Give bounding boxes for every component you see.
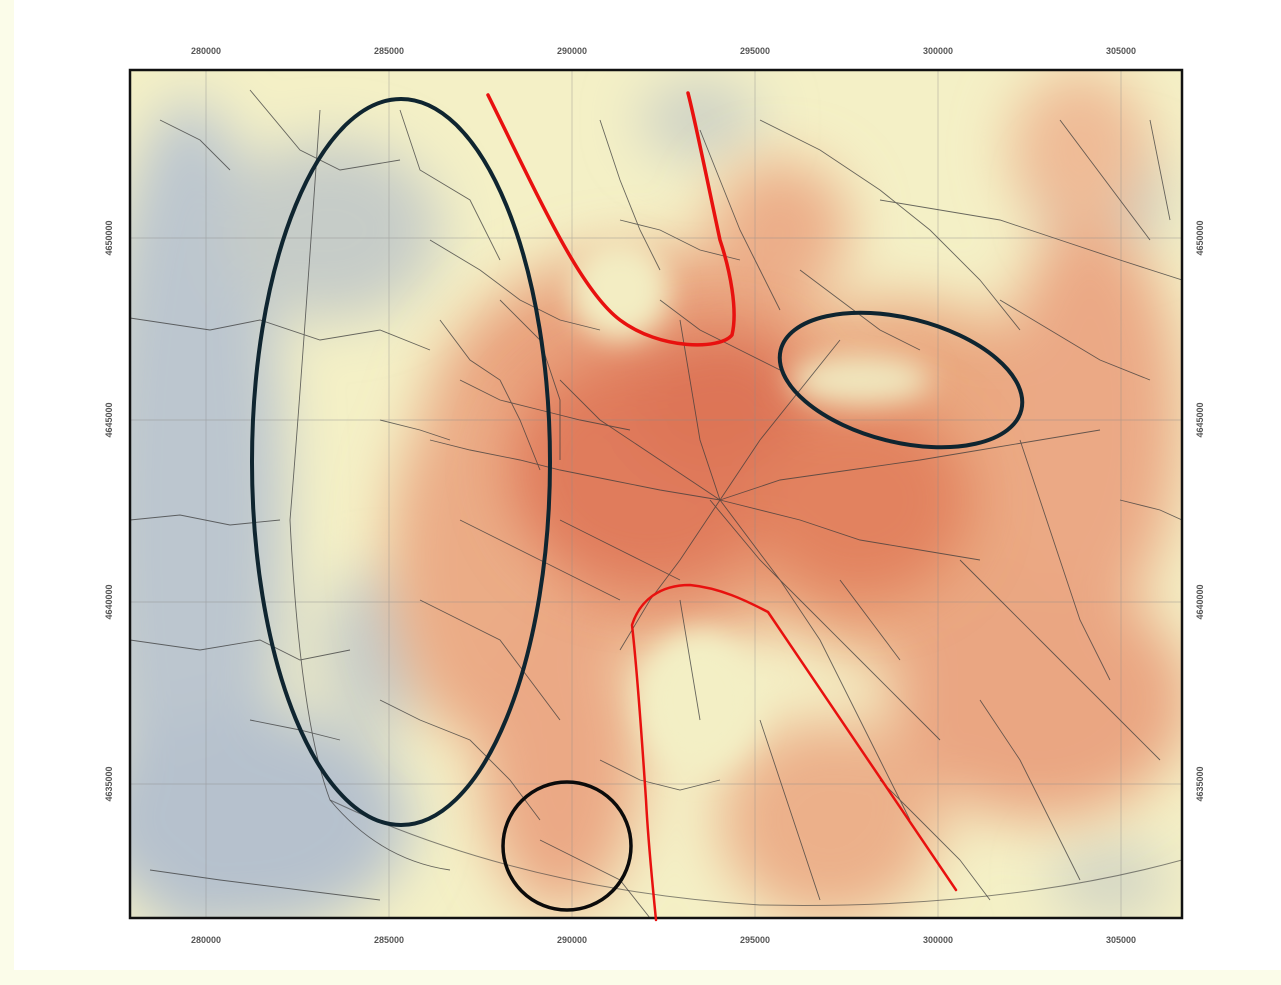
x-tick-bottom: 285000 (374, 935, 404, 945)
heat-surface (130, 70, 1182, 918)
x-tick-top: 305000 (1106, 46, 1136, 56)
boundary-network (130, 89, 1182, 918)
x-tick-top: 295000 (740, 46, 770, 56)
annotation-ellipse-west (250, 97, 552, 827)
ring-road (329, 799, 1182, 906)
hot-zones (510, 330, 970, 600)
x-tick-top: 285000 (374, 46, 404, 56)
y-tick-right: 4645000 (1195, 402, 1205, 437)
annotation-red-curve-north (486, 91, 736, 347)
x-axis-bottom: 280000 285000 290000 295000 300000 30500… (191, 935, 1136, 945)
y-axis-right: 4650000 4645000 4640000 4635000 (1195, 220, 1205, 801)
x-tick-top: 290000 (557, 46, 587, 56)
x-tick-bottom: 290000 (557, 935, 587, 945)
annotation-circle-south (501, 780, 633, 912)
annotations (250, 91, 1025, 922)
y-axis-left: 4650000 4645000 4640000 4635000 (104, 220, 114, 801)
cool-corridors (570, 240, 930, 770)
y-tick-right: 4650000 (1195, 220, 1205, 255)
x-tick-bottom: 295000 (740, 935, 770, 945)
annotation-red-curve-south (630, 583, 958, 922)
y-tick-right: 4640000 (1195, 584, 1205, 619)
annotation-ellipse-northeast (777, 310, 1025, 450)
x-tick-top: 280000 (191, 46, 221, 56)
x-tick-bottom: 280000 (191, 935, 221, 945)
y-tick-left: 4645000 (104, 402, 114, 437)
grid-lines (130, 70, 1182, 918)
y-tick-left: 4635000 (104, 766, 114, 801)
x-tick-bottom: 300000 (923, 935, 953, 945)
x-tick-bottom: 305000 (1106, 935, 1136, 945)
y-tick-left: 4650000 (104, 220, 114, 255)
y-tick-right: 4635000 (1195, 766, 1205, 801)
x-axis-top: 280000 285000 290000 295000 300000 30500… (191, 46, 1136, 56)
x-tick-top: 300000 (923, 46, 953, 56)
y-tick-left: 4640000 (104, 584, 114, 619)
